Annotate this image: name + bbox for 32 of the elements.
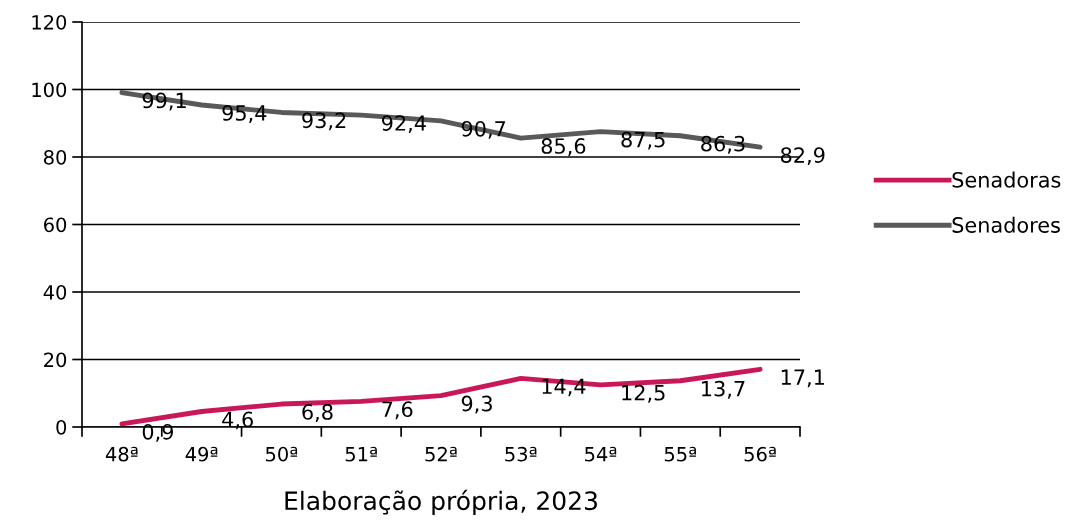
legend-label: Senadoras [952,171,1061,188]
data-label: 17,1 [781,369,825,388]
x-tick-label: 53ª [505,446,537,462]
y-tick-label: 20 [44,352,67,368]
x-tick-label: 51ª [345,446,377,462]
data-label: 82,9 [780,147,825,166]
x-tick-label: 49ª [185,446,218,462]
data-label: 4,6 [222,411,253,430]
data-label: 92,4 [381,115,426,134]
data-label: 13,7 [702,380,745,399]
data-label: 85,6 [541,138,586,156]
text: Elaboração própria, 2023 [285,489,597,515]
y-tick-label: 0 [56,419,67,435]
y-tick-label: 60 [44,217,67,233]
x-tick-label: 56ª [744,446,776,462]
data-label: 12,5 [622,384,665,403]
legend-label: Senadores [952,216,1060,233]
data-label: 6,8 [302,404,333,422]
y-tick-label: 120 [32,14,67,30]
y-tick-label: 100 [32,82,67,98]
data-label: 93,2 [302,112,346,131]
data-label: 7,6 [382,401,413,420]
data-label: 87,5 [621,131,665,150]
data-label: 0,9 [142,423,173,442]
x-tick-label: 52ª [425,446,457,462]
y-tick-label: 80 [43,149,67,165]
x-tick-label: 48ª [105,446,138,462]
y-tick-label: 40 [43,284,67,300]
data-label: 9,3 [461,395,492,414]
x-tick-label: 54ª [585,446,617,462]
x-tick-label: 50ª [265,446,298,462]
x-tick-label: 55ª [664,446,696,462]
